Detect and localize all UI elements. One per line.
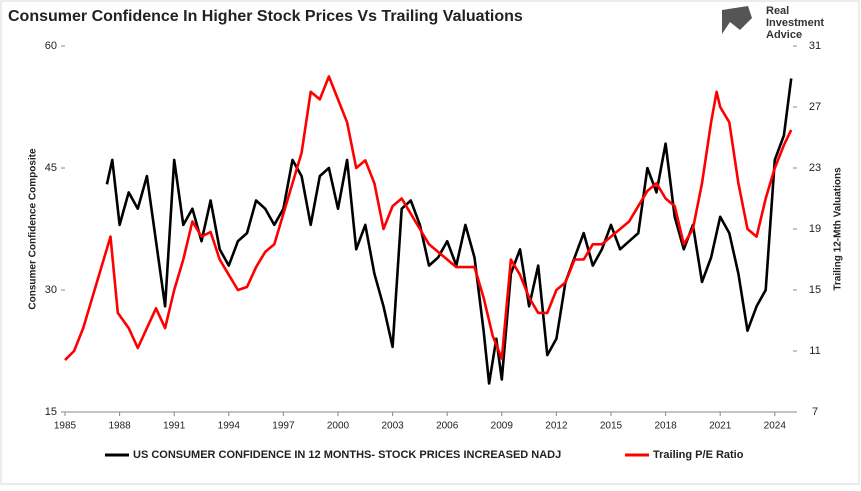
y2-tick-label: 31 <box>809 40 821 52</box>
logo-text: Investment <box>766 17 824 29</box>
x-tick-label: 2018 <box>654 421 677 432</box>
y2-tick-label: 23 <box>809 162 821 174</box>
x-tick-label: 2003 <box>381 421 404 432</box>
x-tick-label: 2009 <box>491 421 514 432</box>
series-line <box>105 78 793 385</box>
x-tick-label: 1988 <box>108 421 131 432</box>
x-tick-label: 1985 <box>54 421 77 432</box>
legend-label: Trailing P/E Ratio <box>653 449 744 461</box>
y-tick-label: 15 <box>45 406 57 418</box>
series-line <box>64 75 793 362</box>
logo-text: Real <box>766 5 789 17</box>
legend-label: US CONSUMER CONFIDENCE IN 12 MONTHS- STO… <box>133 449 561 461</box>
x-tick-label: 2021 <box>709 421 732 432</box>
x-tick-label: 2024 <box>764 421 787 432</box>
y2-axis-label: Trailing 12-Mth Valuations <box>833 167 844 291</box>
x-tick-label: 2006 <box>436 421 459 432</box>
x-tick-label: 2000 <box>327 421 350 432</box>
y-tick-label: 30 <box>45 284 57 296</box>
y2-tick-label: 7 <box>812 406 818 418</box>
y-axis-label: Consumer Confidence Composite <box>28 148 39 310</box>
x-tick-label: 1991 <box>163 421 186 432</box>
y2-tick-label: 15 <box>809 284 821 296</box>
y-tick-label: 45 <box>45 162 57 174</box>
y2-tick-label: 27 <box>809 101 821 113</box>
y-tick-label: 60 <box>45 40 57 52</box>
y2-tick-label: 19 <box>809 223 821 235</box>
x-tick-label: 2012 <box>545 421 568 432</box>
y2-tick-label: 11 <box>809 345 820 357</box>
logo-text: Advice <box>766 29 802 41</box>
chart-title: Consumer Confidence In Higher Stock Pric… <box>8 8 523 25</box>
x-tick-label: 2015 <box>600 421 623 432</box>
logo-icon <box>722 6 752 34</box>
x-tick-label: 1997 <box>272 421 295 432</box>
x-tick-label: 1994 <box>218 421 241 432</box>
